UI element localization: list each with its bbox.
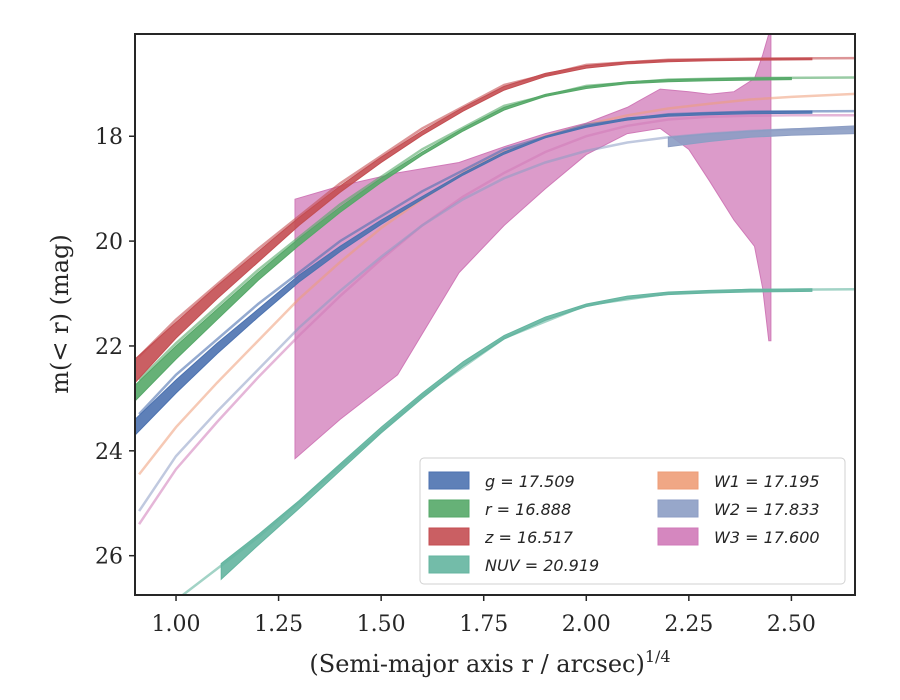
legend-item-w2: W2 = 17.833 (657, 499, 820, 519)
legend-swatch-w3 (657, 527, 699, 546)
x-axis-label-main: (Semi-major axis r / arcsec) (309, 650, 644, 678)
legend-item-w3: W3 = 17.600 (657, 527, 820, 547)
legend-swatch-w2 (657, 499, 699, 518)
series-w2-band (667, 125, 855, 148)
legend-item-g: g = 17.509 (428, 471, 575, 491)
x-tick-label: 1.00 (152, 612, 201, 637)
x-tick-label: 1.25 (254, 612, 303, 637)
series-z-band (135, 57, 813, 384)
legend-label-r: r = 16.888 (485, 500, 571, 519)
legend-label-g: g = 17.509 (485, 472, 575, 491)
series-r-band (135, 76, 792, 402)
legend-label-w1: W1 = 17.195 (714, 472, 820, 491)
legend-box (419, 457, 846, 585)
series-g-band (135, 110, 813, 436)
y-axis-label: m(< r) (mag) (46, 234, 74, 393)
x-tick-label: 2.25 (664, 612, 713, 637)
y-tick-label: 26 (95, 545, 123, 570)
x-tick-label: 2.00 (562, 612, 611, 637)
legend-swatch-w1 (657, 471, 699, 490)
x-axis-ticks: 1.00 1.25 1.50 1.75 2.00 2.25 2.50 (152, 595, 816, 637)
legend-swatch-r (428, 499, 470, 518)
x-axis-label: (Semi-major axis r / arcsec)1/4 (309, 647, 670, 678)
legend-label-w2: W2 = 17.833 (714, 500, 820, 519)
legend: g = 17.509 r = 16.888 z = 16.517 NUV = 20.9… (419, 457, 846, 585)
x-tick-label: 1.75 (459, 612, 508, 637)
y-axis-ticks: 18 20 22 24 26 (95, 125, 135, 570)
legend-item-z: z = 16.517 (428, 527, 574, 547)
y-tick-label: 22 (95, 335, 123, 360)
legend-label-nuv: NUV = 20.919 (485, 556, 599, 575)
x-tick-label: 1.50 (357, 612, 406, 637)
series-nuv-band (220, 288, 813, 581)
legend-item-nuv: NUV = 20.919 (428, 555, 599, 575)
legend-swatch-z (428, 527, 470, 546)
x-axis-label-superscript: 1/4 (645, 647, 671, 666)
axes-frame (134, 33, 856, 596)
legend-item-r: r = 16.888 (428, 499, 571, 519)
legend-label-z: z = 16.517 (484, 528, 574, 547)
y-tick-label: 20 (95, 230, 123, 255)
legend-swatch-g (428, 471, 470, 490)
legend-swatch-nuv (428, 555, 470, 574)
legend-item-w1: W1 = 17.195 (657, 471, 820, 491)
plot-area (135, 34, 855, 595)
x-tick-label: 2.50 (767, 612, 816, 637)
legend-label-w3: W3 = 17.600 (714, 528, 820, 547)
y-tick-label: 24 (95, 440, 123, 465)
series-w3-band (294, 34, 772, 460)
y-tick-label: 18 (95, 125, 123, 150)
